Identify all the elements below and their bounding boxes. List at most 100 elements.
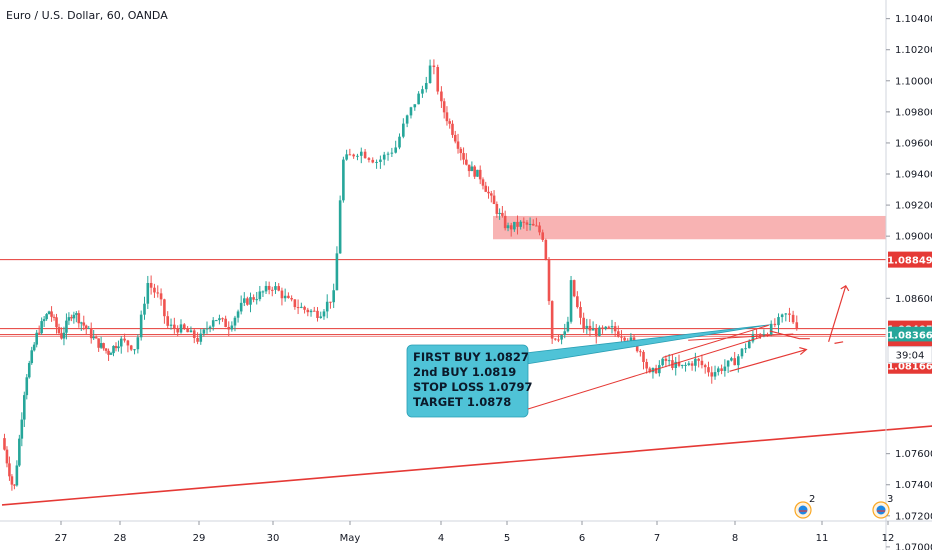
candle-body — [27, 363, 31, 378]
candle-body — [156, 292, 160, 294]
y-tick-label: 1.10000 — [895, 76, 932, 87]
candle-body — [481, 179, 485, 186]
y-tick-label: 1.07000 — [895, 542, 932, 550]
candle-body — [75, 313, 78, 315]
candle-body — [487, 191, 490, 194]
candle-body — [604, 326, 607, 329]
candle-body — [503, 215, 507, 229]
candle-body — [163, 299, 166, 317]
candle-body — [677, 361, 681, 366]
candle-body — [97, 338, 100, 348]
candle-body — [795, 322, 799, 329]
candle-body — [525, 222, 529, 225]
y-tick-label: 1.07600 — [895, 449, 932, 460]
candle-body — [658, 365, 661, 374]
candle-body — [601, 327, 604, 329]
candle-body — [680, 364, 684, 366]
price-tag-label: 1.08849 — [887, 256, 932, 267]
candle-body — [332, 290, 335, 303]
candle-body — [296, 307, 300, 309]
candle-body — [694, 358, 697, 366]
candle-body — [13, 484, 16, 486]
candle-body — [498, 212, 501, 214]
candle-body — [554, 338, 557, 340]
candle-body — [183, 324, 186, 329]
candle-body — [476, 169, 479, 177]
candle-body — [192, 330, 196, 339]
candle-body — [37, 332, 41, 334]
candle-body — [316, 310, 319, 318]
candle-body — [102, 343, 105, 349]
candle-body — [766, 334, 769, 336]
candle-body — [40, 321, 43, 334]
candle-body — [109, 353, 113, 355]
candle-body — [107, 350, 110, 355]
candle-body — [751, 334, 755, 342]
candle-body — [139, 314, 143, 338]
candle-body — [470, 166, 474, 172]
candle-body — [585, 325, 589, 329]
candle-body — [218, 318, 221, 321]
candle-body — [613, 326, 617, 332]
candle-body — [409, 107, 413, 116]
candle-body — [55, 317, 58, 328]
candle-body — [287, 295, 290, 299]
candle-body — [230, 325, 234, 330]
candle-body — [528, 223, 532, 225]
candle-body — [773, 323, 777, 326]
candle-body — [648, 368, 652, 373]
y-tick-label: 1.10200 — [895, 45, 932, 56]
candle-body — [402, 123, 405, 137]
candle-body — [535, 225, 538, 227]
candle-body — [45, 314, 48, 320]
candle-body — [196, 338, 199, 342]
y-tick-label: 1.09800 — [895, 107, 932, 118]
candle-body — [769, 323, 773, 335]
candle-body — [246, 298, 249, 305]
candle-body — [133, 349, 136, 351]
candle-body — [227, 326, 231, 330]
candle-body — [375, 161, 378, 163]
candle-body — [588, 325, 592, 331]
candle-body — [300, 306, 303, 308]
candle-body — [445, 112, 449, 122]
candle-body — [788, 313, 791, 315]
candle-body — [459, 148, 463, 154]
y-tick-label: 1.09200 — [895, 201, 932, 212]
candle-body — [513, 221, 516, 230]
candle-body — [345, 154, 348, 160]
candle-body — [703, 365, 707, 368]
candle-body — [541, 232, 544, 240]
candle-body — [211, 320, 215, 327]
candle-body — [700, 360, 704, 366]
candle-body — [10, 476, 14, 485]
candle-body — [25, 377, 29, 396]
x-tick-label: 5 — [504, 533, 510, 544]
candle-body — [563, 331, 567, 336]
annotation-arrow — [527, 336, 762, 410]
y-tick-label: 1.09400 — [895, 170, 932, 181]
x-tick-label: 11 — [816, 533, 829, 544]
candle-body — [221, 318, 224, 320]
candle-body — [153, 287, 156, 293]
candle-body — [730, 358, 733, 361]
candle-body — [509, 225, 513, 230]
candle-body — [448, 121, 452, 124]
candle-body — [261, 291, 265, 293]
candle-body — [522, 221, 526, 223]
candle-body — [642, 351, 645, 362]
candle-body — [390, 152, 394, 154]
candle-body — [114, 345, 118, 349]
candle-body — [489, 193, 493, 196]
candle-body — [94, 336, 98, 339]
candle-body — [713, 372, 717, 377]
annotation-box — [406, 344, 529, 418]
candle-body — [617, 331, 620, 337]
candle-body — [723, 366, 727, 371]
candle-body — [456, 141, 460, 149]
candle-body — [23, 395, 26, 420]
candle-body — [560, 335, 563, 340]
